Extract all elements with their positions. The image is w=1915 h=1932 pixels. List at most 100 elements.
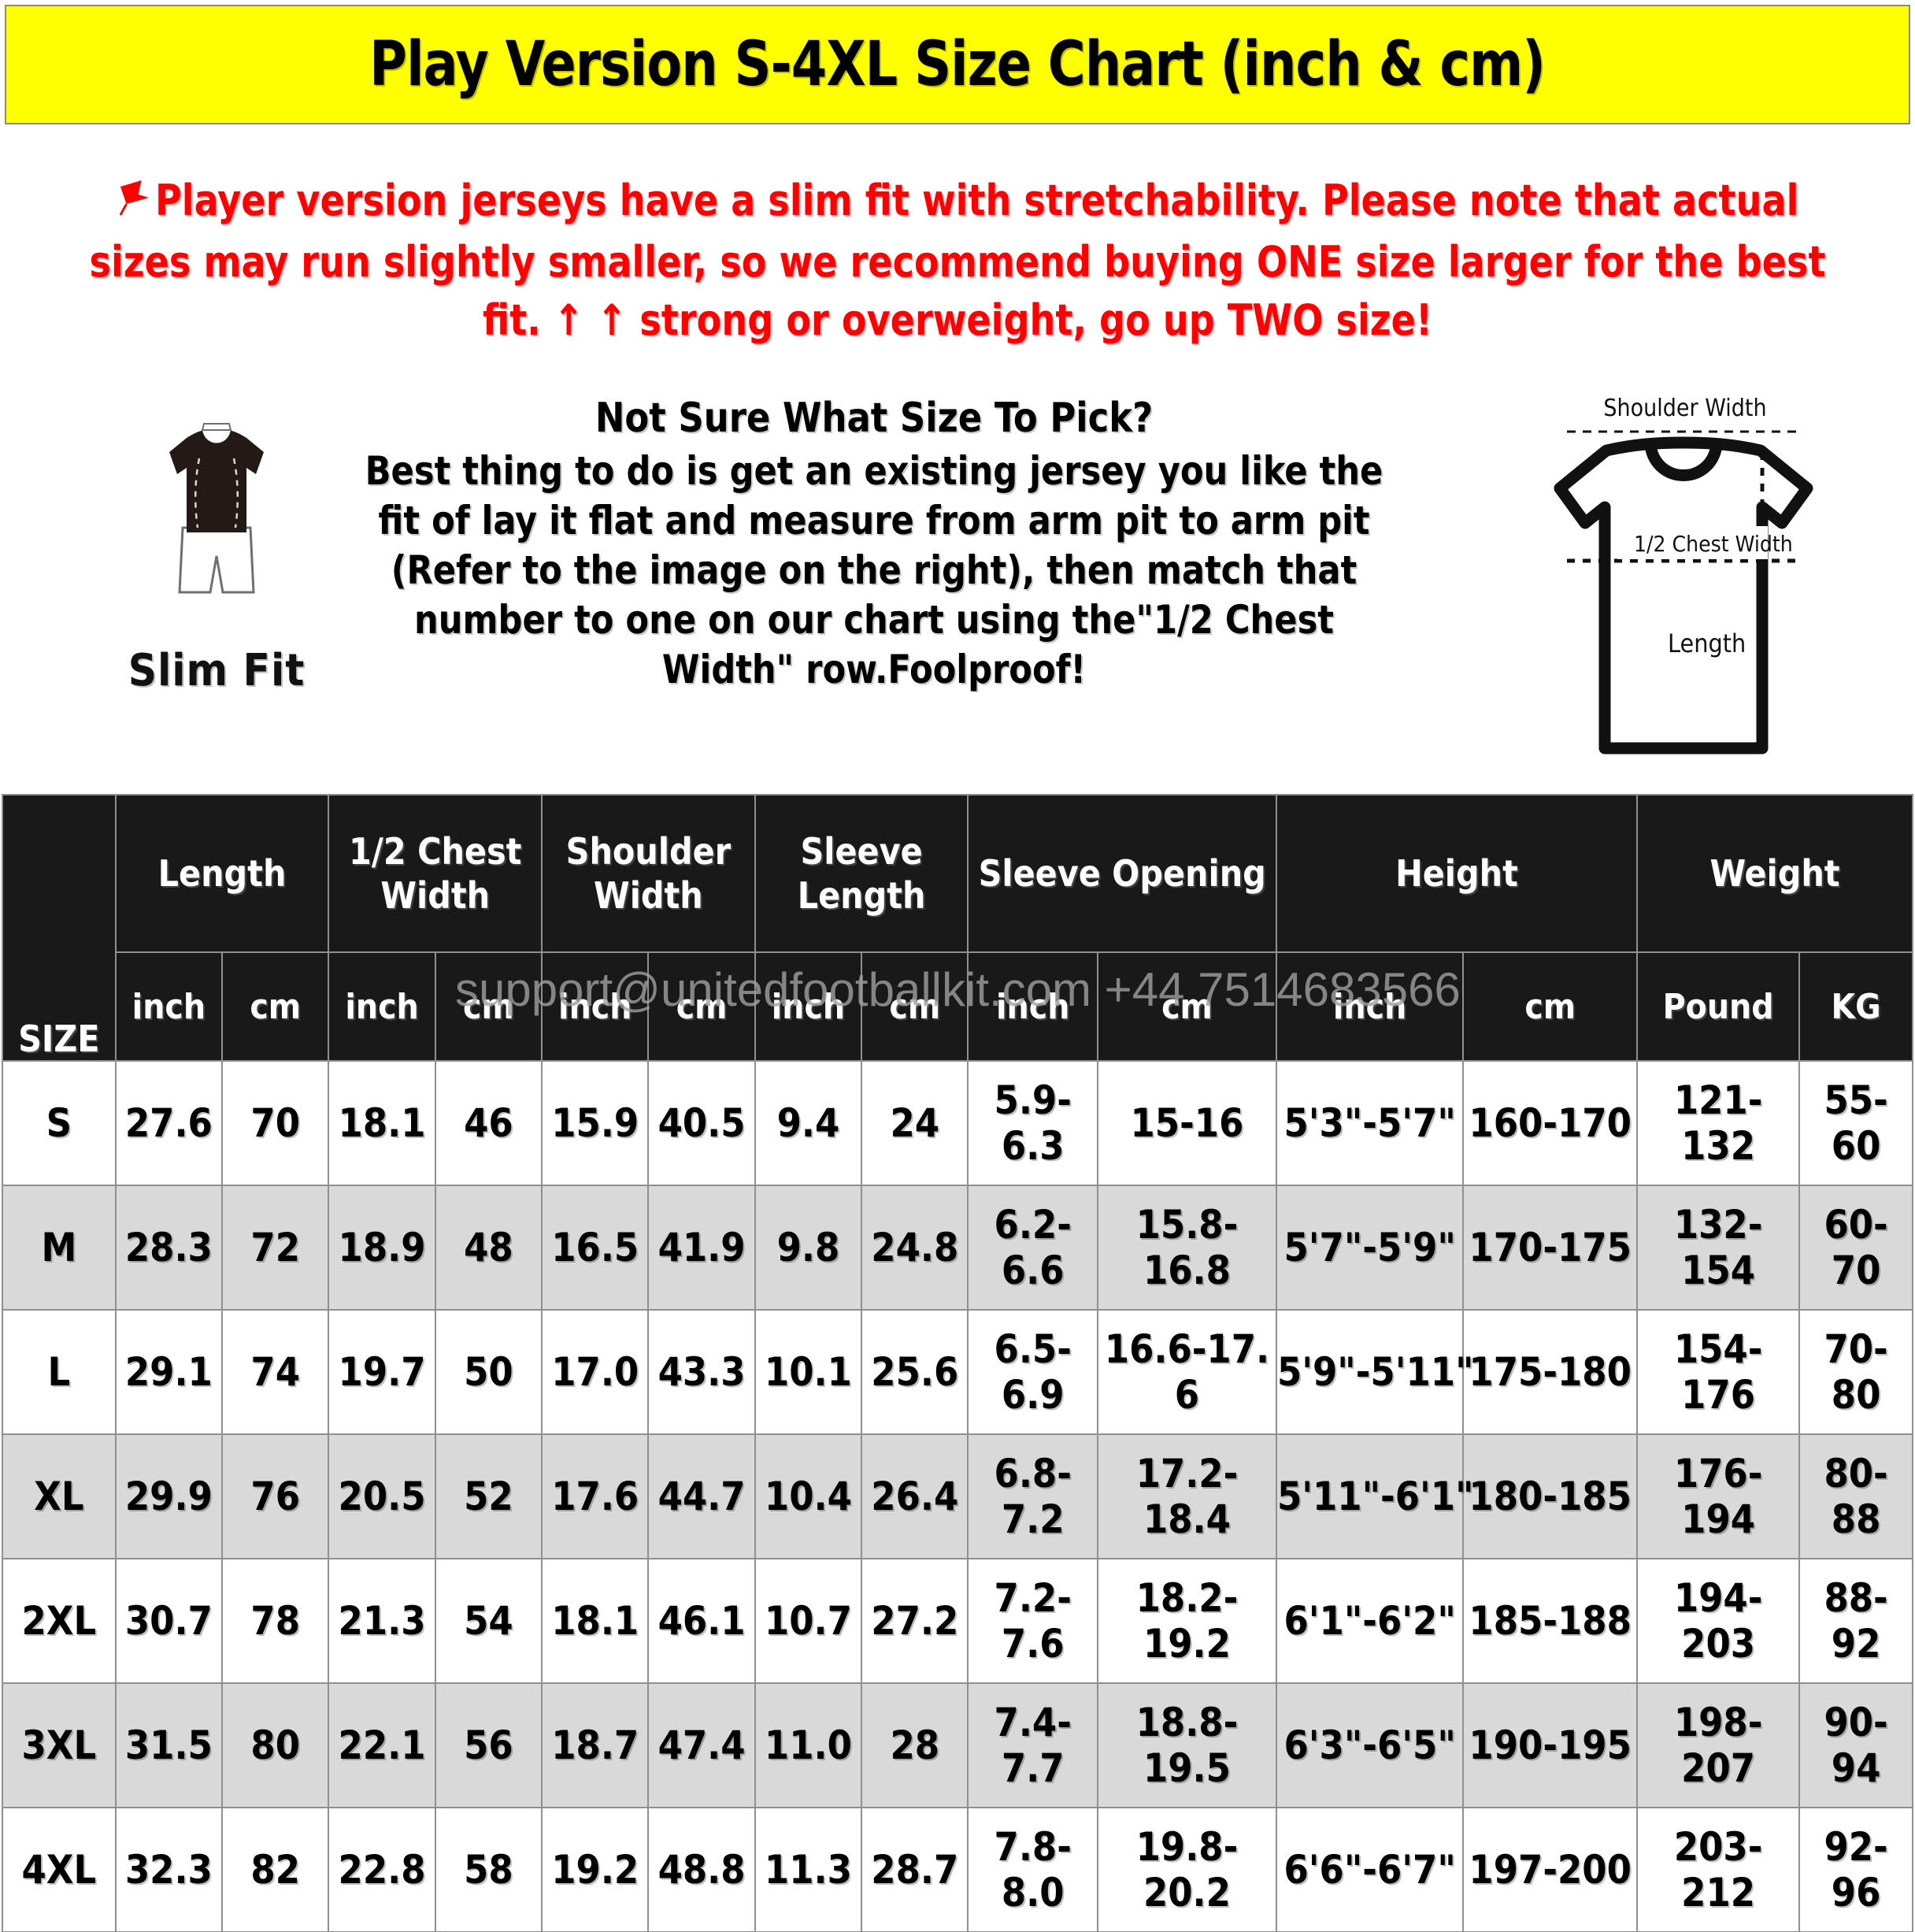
cell-value: 16.6-17. 6 [1096,1309,1277,1435]
cell-value: 11.0 [754,1682,863,1808]
cell-value: 28.7 [861,1807,969,1932]
cell-value: 30.7 [114,1558,224,1684]
cell-value: 54 [434,1558,543,1684]
header-group-weight: Weight [1636,794,1913,953]
cell-value: 194-203 [1636,1558,1801,1684]
cell-value: 6'1"-6'2" [1275,1558,1465,1684]
cell-value: 50 [434,1309,543,1435]
cell-value: 154-176 [1636,1309,1801,1435]
cell-value: 160-170 [1462,1060,1639,1186]
cell-value: 46.1 [647,1558,756,1684]
cell-value: 18.9 [328,1185,436,1311]
cell-value: 17.2-18.4 [1096,1433,1277,1559]
cell-value: 90-94 [1798,1682,1913,1808]
cell-size: 4XL [2,1807,117,1932]
cell-value: 52 [434,1433,543,1559]
cell-value: 26.4 [861,1433,969,1559]
cell-value: 32.3 [114,1807,224,1932]
cell-value: 21.3 [328,1558,436,1684]
cell-value: 10.7 [754,1558,863,1684]
cell-size: M [2,1185,117,1311]
table-row: 2XL 30.7 78 21.3 54 18.1 46.1 10.7 27.2 7.2-7.6 18… [2,1558,1913,1684]
sizing-help-line-2: flat and measure from arm pit to arm pit… [391,498,1370,593]
cell-value: 48 [434,1185,543,1311]
header-group-row: SIZE Length 1/2 Chest Width Shoulder Wid… [2,794,1913,1062]
cell-value: 6.5-6.9 [967,1309,1098,1435]
notice-line-3: up TWO size! [1162,295,1433,345]
cell-value: 40.5 [647,1060,756,1186]
table-row: L 29.1 74 19.7 50 17.0 43.3 10.1 25.6 6.5-6.9 16.6… [2,1309,1913,1435]
cell-value: 180-185 [1462,1433,1639,1559]
cell-value: 121-132 [1636,1060,1801,1186]
cell-value: 72 [221,1185,330,1311]
cell-value: 15.8-16.8 [1096,1185,1277,1311]
cell-value: 5'3"-5'7" [1275,1060,1465,1186]
slim-fit-block: Slim Fit [83,410,350,696]
cell-value: 19.8-20.2 [1096,1807,1277,1932]
cell-value: 7.2-7.6 [967,1558,1098,1684]
cell-value: 20.5 [328,1433,436,1559]
fit-notice: Player version jerseys have a slim fit w… [78,172,1837,350]
middle-section: Slim Fit Not Sure What Size To Pick? Bes… [0,394,1915,788]
cell-value: 9.8 [754,1185,863,1311]
size-table: SIZE Length 1/2 Chest Width Shoulder Wid… [2,794,1913,1932]
header-group-sleeve-length: Sleeve Length [754,794,969,953]
cell-value: 48.8 [647,1807,756,1932]
header-unit-sleeve-length-inch: inch [754,951,863,1062]
cell-value: 6'3"-6'5" [1275,1682,1465,1808]
cell-value: 80 [221,1682,330,1808]
table-head: SIZE Length 1/2 Chest Width Shoulder Wid… [2,794,1913,1062]
header-unit-weight-kg: KG [1798,951,1913,1062]
table-row: XL 29.9 76 20.5 52 17.6 44.7 10.4 26.4 6.8-7.2 17.… [2,1433,1913,1559]
table-row: 4XL 32.3 82 22.8 58 19.2 48.8 11.3 28.7 7.8-8.0 19… [2,1807,1913,1932]
header-unit-sleeve-opening-inch: inch [967,951,1098,1062]
cell-value: 17.6 [541,1433,650,1559]
cell-value: 170-175 [1462,1185,1639,1311]
cell-value: 56 [434,1682,543,1808]
cell-value: 29.9 [114,1433,224,1559]
cell-value: 5'7"-5'9" [1275,1185,1465,1311]
cell-value: 19.2 [541,1807,650,1932]
cell-size: 2XL [2,1558,117,1684]
cell-value: 18.1 [541,1558,650,1684]
cell-value: 58 [434,1807,543,1932]
cell-value: 80-88 [1798,1433,1913,1559]
cell-value: 18.7 [541,1682,650,1808]
cell-value: 31.5 [114,1682,224,1808]
slim-fit-label: Slim Fit [128,645,306,696]
cell-value: 7.8-8.0 [967,1807,1098,1932]
cell-value: 78 [221,1558,330,1684]
tshirt-measurement-icon: Shoulder Width 1/2 Chest Width Length [1554,395,1813,755]
cell-value: 28 [861,1682,969,1808]
cell-value: 22.1 [328,1682,436,1808]
cell-value: 16.5 [541,1185,650,1311]
cell-value: 24 [861,1060,969,1186]
cell-value: 17.0 [541,1309,650,1435]
header-unit-sleeve-length-cm: cm [861,951,969,1062]
cell-value: 70-80 [1798,1309,1913,1435]
header-group-sleeve-opening: Sleeve Opening [967,794,1277,953]
cell-value: 22.8 [328,1807,436,1932]
tshirt-measurement-diagram: Shoulder Width 1/2 Chest Width Length [1472,394,1898,772]
cell-value: 29.1 [114,1309,224,1435]
cell-value: 70 [221,1060,330,1186]
cell-value: 15-16 [1096,1060,1277,1186]
header-unit-shoulder-cm: cm [647,951,756,1062]
header-size: SIZE [2,794,117,1062]
notice-line-1: Player version jerseys have a slim fit w… [89,176,1799,287]
page-title: Play Version S-4XL Size Chart (inch & cm… [369,29,1546,100]
cell-value: 15.9 [541,1060,650,1186]
cell-value: 18.8-19.5 [1096,1682,1277,1808]
table-row: S 27.6 70 18.1 46 15.9 40.5 9.4 24 5.9-6.3 15-16 5'… [2,1060,1913,1186]
header-unit-weight-pound: Pound [1636,951,1801,1062]
sizing-help-headline: Not Sure What Size To Pick? [595,395,1154,442]
cell-value: 132-154 [1636,1185,1801,1311]
table-row: M 28.3 72 18.9 48 16.5 41.9 9.8 24.8 6.2-6.6 15.8-… [2,1185,1913,1311]
header-group-half-chest-width: 1/2 Chest Width [328,794,543,953]
half-chest-width-label: 1/2 Chest Width [1634,531,1793,557]
cell-value: 10.4 [754,1433,863,1559]
cell-value: 6'6"-6'7" [1275,1807,1465,1932]
length-label: Length [1668,629,1746,658]
header-unit-length-inch: inch [114,951,224,1062]
